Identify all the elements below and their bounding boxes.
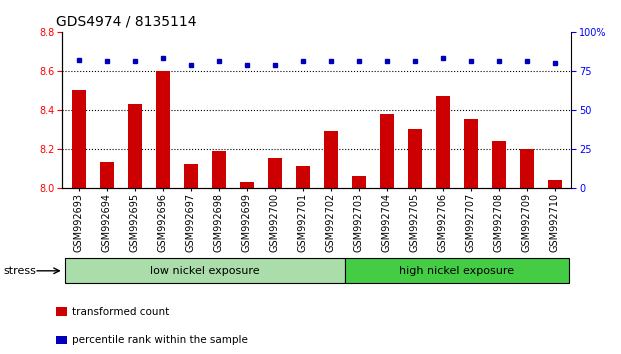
Bar bbox=[351, 176, 366, 188]
Bar bbox=[548, 180, 561, 188]
Bar bbox=[379, 114, 394, 188]
Text: low nickel exposure: low nickel exposure bbox=[150, 266, 260, 276]
Bar bbox=[184, 164, 198, 188]
Bar bbox=[72, 90, 86, 188]
Bar bbox=[212, 151, 226, 188]
Text: stress: stress bbox=[3, 266, 36, 276]
Text: percentile rank within the sample: percentile rank within the sample bbox=[72, 335, 248, 345]
Text: GDS4974 / 8135114: GDS4974 / 8135114 bbox=[56, 14, 196, 28]
Bar bbox=[296, 166, 310, 188]
Bar bbox=[520, 149, 533, 188]
Bar bbox=[492, 141, 505, 188]
Bar bbox=[240, 182, 254, 188]
Bar bbox=[268, 158, 282, 188]
Text: transformed count: transformed count bbox=[72, 307, 170, 316]
Bar bbox=[464, 120, 478, 188]
Bar bbox=[156, 71, 170, 188]
Text: high nickel exposure: high nickel exposure bbox=[399, 266, 514, 276]
Bar bbox=[407, 129, 422, 188]
Bar bbox=[128, 104, 142, 188]
Bar bbox=[324, 131, 338, 188]
Bar bbox=[435, 96, 450, 188]
Bar bbox=[100, 162, 114, 188]
